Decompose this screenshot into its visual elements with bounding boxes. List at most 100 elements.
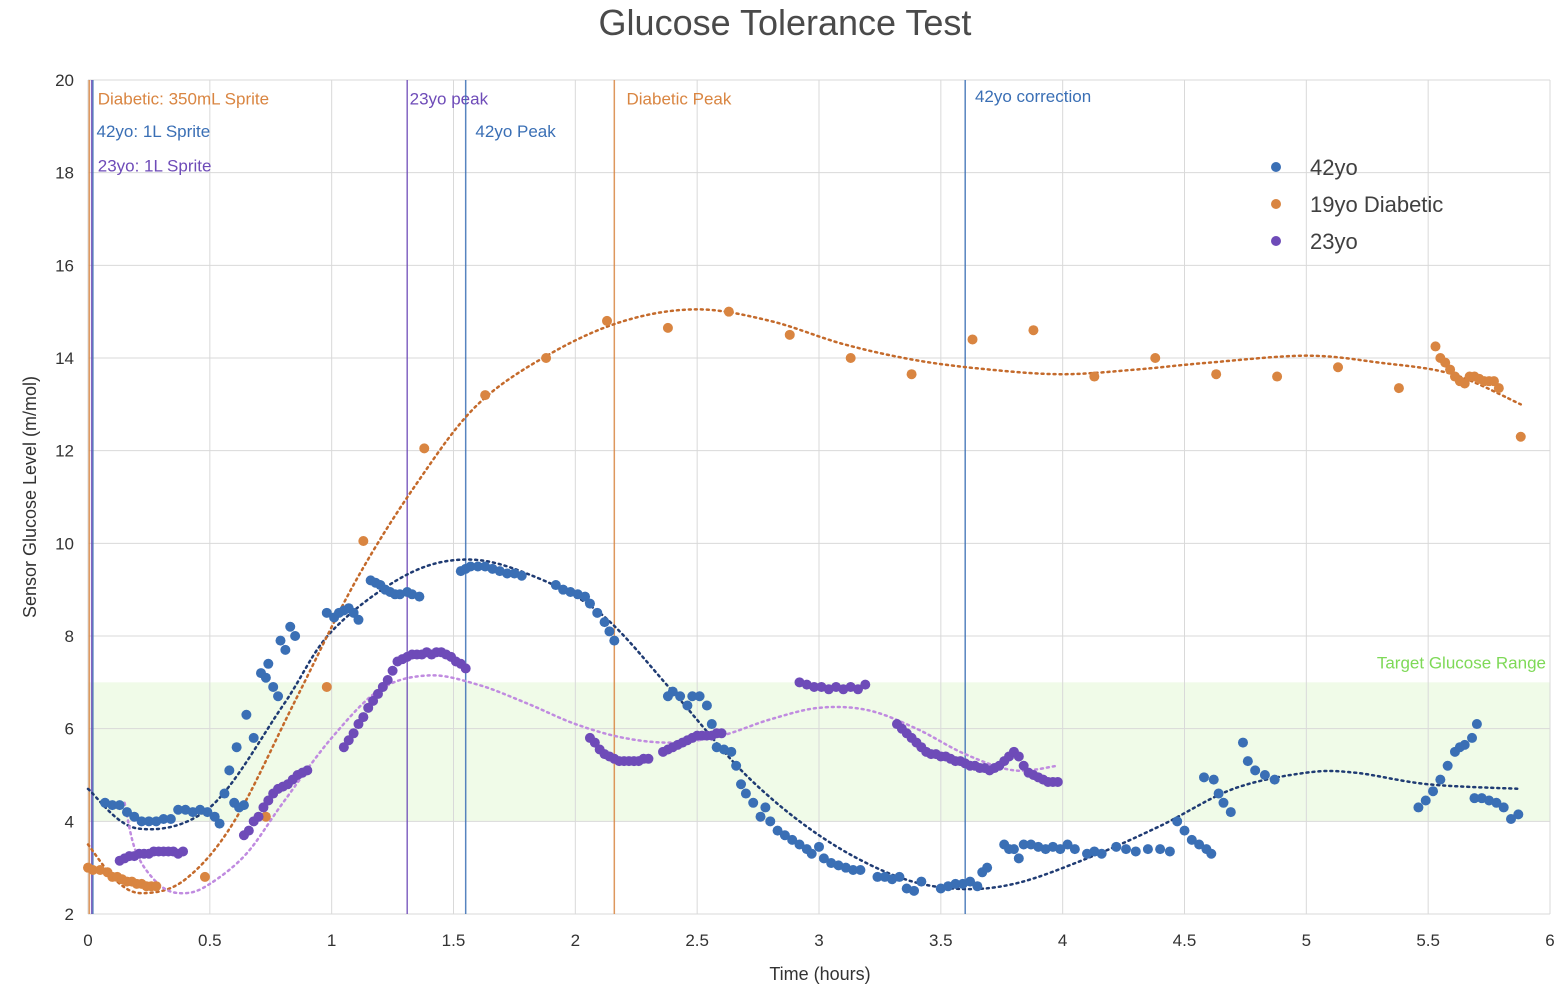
grid-lines [87,79,1551,915]
point-42yo [736,779,747,790]
y-tick-label: 16 [55,256,74,275]
x-tick-label: 3 [814,931,823,950]
point-19yo-diabetic [260,811,271,822]
point-42yo [1513,809,1524,820]
point-42yo [1459,739,1470,750]
point-42yo [1186,834,1197,845]
point-19yo-diabetic [358,536,369,547]
point-23yo [643,753,654,764]
x-tick-label: 1.5 [442,931,466,950]
point-42yo [1208,774,1219,785]
annotation-label: Diabetic Peak [627,90,732,109]
point-19yo-diabetic [1445,364,1456,375]
point-42yo [701,700,712,711]
x-tick-label: 0.5 [198,931,222,950]
y-tick-label: 20 [55,71,74,90]
point-42yo [1413,802,1424,813]
point-19yo-diabetic [1272,371,1283,382]
point-42yo [706,719,717,730]
y-axis-label: Sensor Glucose Level (m/mol) [20,376,40,618]
point-19yo-diabetic [967,334,978,345]
point-42yo [1491,797,1502,808]
legend-entry-19yo-diabetic: 19yo Diabetic [1310,192,1443,217]
target-glucose-range-label: Target Glucose Range [1377,653,1546,672]
point-42yo [794,839,805,850]
point-42yo [1018,839,1029,850]
point-42yo [1428,786,1439,797]
point-23yo [1052,776,1063,787]
point-42yo [748,797,759,808]
point-42yo [275,635,286,646]
point-42yo [1469,793,1480,804]
annotation-label: 23yo: 1L Sprite [98,157,212,176]
point-42yo [848,864,859,875]
point-23yo [253,811,264,822]
point-23yo [716,728,727,739]
point-42yo [1062,839,1073,850]
point-42yo [1069,844,1080,855]
trend-line-19yo-diabetic [86,308,1523,895]
point-42yo [972,881,983,892]
point-23yo [363,702,374,713]
point-19yo-diabetic [845,353,856,363]
y-tick-label: 18 [55,164,74,183]
point-42yo [1194,839,1205,850]
y-axis-ticks: 2 4 6 8 10 12 14 16 18 20 [55,71,74,924]
point-42yo [472,561,483,572]
legend-marker-42yo [1271,162,1281,172]
point-42yo [609,635,620,646]
point-42yo [872,871,883,882]
trend-lines [86,308,1523,895]
y-tick-label: 12 [55,442,74,461]
point-42yo [353,614,364,625]
data-points [83,306,1526,896]
point-42yo [1506,814,1517,825]
point-23yo [387,665,398,676]
point-42yo [731,760,742,771]
point-19yo-diabetic [1333,362,1344,373]
point-42yo [290,631,301,641]
point-42yo [550,580,561,591]
point-42yo [263,658,274,669]
point-42yo [209,811,220,822]
point-42yo [268,681,279,692]
point-19yo-diabetic [1393,383,1404,394]
point-19yo-diabetic [1515,431,1526,442]
point-42yo [1164,846,1175,857]
x-tick-label: 2.5 [685,931,709,950]
point-19yo-diabetic [1430,341,1441,352]
point-42yo [1218,797,1229,808]
point-23yo [377,681,388,692]
point-42yo [682,700,693,711]
point-42yo [1013,853,1024,864]
point-42yo [321,607,332,618]
point-42yo [202,807,213,818]
point-42yo [219,788,230,799]
annotation-label: 42yo correction [975,87,1091,106]
point-42yo [779,830,790,841]
point-42yo [909,885,920,896]
point-19yo-diabetic [1028,325,1039,336]
point-19yo-diabetic [662,322,673,333]
point-42yo [1471,719,1482,730]
point-19yo-diabetic [723,306,734,317]
point-19yo-diabetic [1150,353,1161,363]
x-tick-label: 2 [571,931,580,950]
point-42yo [726,746,737,757]
point-42yo [765,816,776,827]
point-23yo [243,825,254,836]
point-42yo [1259,770,1270,780]
annotation-label: Diabetic: 350mL Sprite [98,90,269,109]
point-42yo [1237,737,1248,748]
point-42yo [260,672,271,683]
point-42yo [814,841,824,852]
y-tick-label: 10 [55,534,74,553]
point-42yo [1111,841,1122,852]
point-23yo [860,679,871,690]
point-42yo [740,788,751,799]
annotation-label: 23yo peak [410,90,489,109]
point-23yo [178,846,189,857]
point-42yo [1442,760,1453,771]
point-19yo-diabetic [1089,371,1100,382]
point-42yo [760,802,771,813]
